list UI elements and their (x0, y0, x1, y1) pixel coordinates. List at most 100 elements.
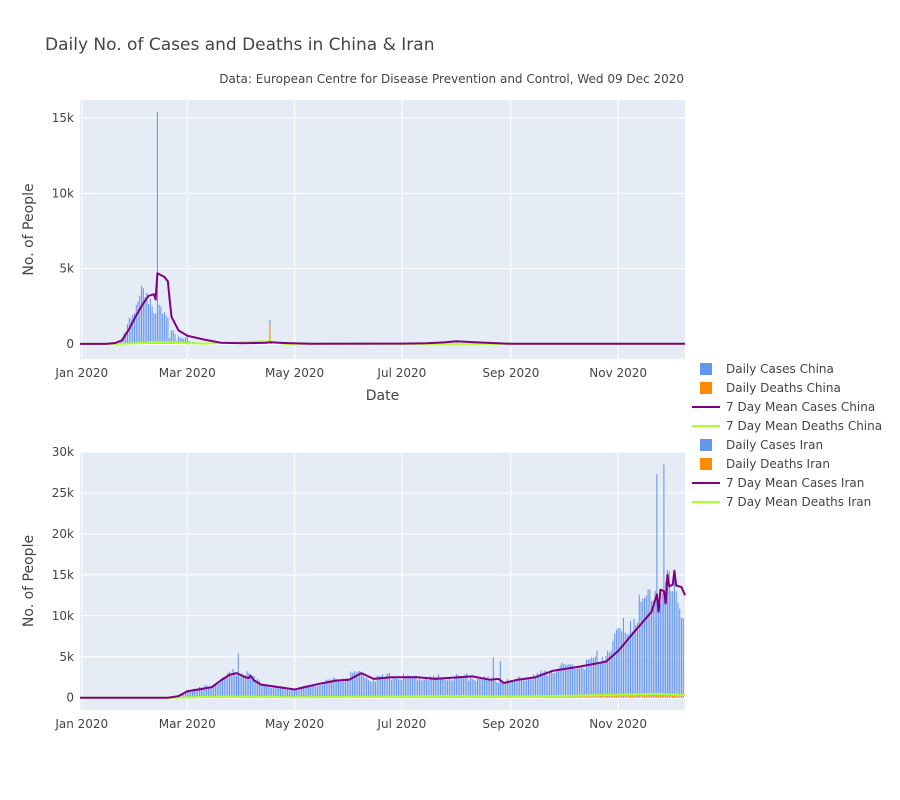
x-tick-label: Mar 2020 (159, 366, 216, 380)
daily-cases-bar (600, 662, 602, 698)
daily-cases-bar (636, 622, 639, 698)
daily-cases-bar (149, 298, 151, 344)
legend-item[interactable]: 7 Day Mean Deaths Iran (692, 495, 871, 509)
daily-cases-bar (396, 676, 398, 698)
daily-deaths-bar (600, 695, 602, 698)
daily-cases-bar (272, 685, 274, 698)
legend-item[interactable]: Daily Cases Iran (700, 438, 823, 452)
daily-cases-bar (403, 673, 405, 698)
daily-deaths-bar (668, 694, 670, 698)
daily-cases-bar (607, 650, 609, 698)
daily-deaths-bar (584, 695, 586, 698)
daily-cases-bar (647, 589, 649, 698)
daily-cases-bar (343, 678, 345, 698)
daily-deaths-bar (601, 695, 603, 698)
china-subplot: 0 5k 10k 15k Jan 2020 Mar 2020 May 2020 Jul 202… (21, 100, 685, 404)
daily-cases-bar (237, 653, 239, 698)
x-tick-label: Sep 2020 (482, 366, 539, 380)
daily-cases-bar (543, 670, 545, 698)
daily-cases-bar (267, 685, 269, 698)
daily-cases-bar (339, 681, 341, 698)
legend-item[interactable]: 7 Day Mean Deaths China (692, 419, 882, 433)
daily-cases-bar (633, 618, 635, 698)
daily-cases-bar (183, 338, 185, 344)
daily-cases-bar (680, 617, 683, 698)
x-tick-label: Sep 2020 (482, 717, 539, 731)
x-tick-label: May 2020 (265, 717, 324, 731)
daily-deaths-bar (682, 695, 684, 698)
daily-cases-bar (619, 628, 621, 698)
daily-cases-bar (585, 659, 588, 698)
daily-deaths-bar (647, 693, 649, 698)
daily-cases-bar (418, 678, 420, 698)
daily-cases-bar (239, 677, 241, 698)
daily-cases-bar (417, 680, 419, 698)
daily-cases-bar (200, 687, 202, 698)
daily-cases-bar (638, 594, 640, 698)
daily-cases-bar (448, 677, 450, 698)
daily-cases-bar (320, 684, 322, 698)
daily-deaths-bar (679, 695, 681, 698)
daily-cases-bar (371, 681, 373, 698)
chart-title: Daily No. of Cases and Deaths in China &… (45, 35, 434, 55)
daily-cases-bar (172, 330, 174, 344)
daily-cases-bar (183, 692, 185, 698)
daily-cases-bar (295, 690, 297, 698)
daily-cases-bar (450, 680, 452, 698)
legend[interactable]: Daily Cases China Daily Deaths China 7 Day… (692, 362, 882, 509)
legend-item[interactable]: 7 Day Mean Cases Iran (692, 476, 864, 490)
daily-cases-bar (445, 680, 447, 698)
daily-cases-bar (338, 680, 340, 698)
daily-cases-bar (624, 632, 626, 698)
daily-cases-bar (294, 690, 296, 698)
daily-deaths-bar (654, 693, 656, 698)
daily-cases-bar (179, 337, 181, 344)
legend-item[interactable]: 7 Day Mean Cases China (692, 400, 875, 414)
legend-item[interactable]: Daily Deaths China (700, 381, 841, 395)
daily-cases-bar (540, 670, 542, 698)
daily-cases-bar (158, 304, 160, 344)
daily-cases-bar (672, 591, 674, 698)
daily-deaths-bar (573, 695, 575, 698)
daily-deaths-bar (626, 694, 628, 698)
y-tick-label: 20k (52, 527, 74, 541)
daily-deaths-bar (665, 693, 667, 698)
legend-swatch-bar (700, 439, 712, 451)
daily-cases-bar (260, 684, 262, 698)
daily-deaths-bar (580, 695, 582, 698)
daily-deaths-bar (605, 695, 607, 698)
daily-cases-bar (170, 330, 172, 344)
daily-cases-bar (612, 641, 614, 698)
daily-cases-bar (329, 679, 331, 698)
daily-cases-bar (167, 317, 169, 344)
daily-cases-bar (244, 675, 246, 698)
daily-cases-bar (665, 581, 667, 698)
daily-cases-bar (441, 679, 443, 698)
daily-cases-bar (387, 673, 389, 698)
legend-item[interactable]: Daily Deaths Iran (700, 457, 830, 471)
chart-subtitle: Data: European Centre for Disease Preven… (219, 72, 684, 86)
daily-cases-bar (186, 335, 188, 344)
daily-cases-bar (564, 664, 566, 698)
daily-cases-bar (193, 688, 195, 698)
daily-cases-bar (346, 677, 348, 698)
daily-deaths-bar (621, 694, 623, 698)
daily-cases-bar (550, 670, 552, 698)
legend-item[interactable]: Daily Cases China (700, 362, 834, 376)
daily-cases-bar (462, 675, 464, 698)
daily-cases-bar (506, 678, 508, 698)
daily-deaths-bar (615, 694, 617, 698)
plot-area (80, 100, 685, 359)
daily-cases-bar (666, 570, 668, 698)
daily-cases-bar (290, 690, 292, 698)
daily-cases-bar (213, 685, 215, 698)
daily-deaths-bar (663, 694, 665, 698)
daily-cases-bar (255, 679, 257, 698)
daily-deaths-bar (645, 693, 647, 698)
daily-cases-bar (659, 603, 661, 698)
daily-cases-bar (615, 629, 617, 698)
daily-cases-bar (128, 317, 130, 344)
daily-cases-bar (596, 650, 598, 698)
daily-cases-bar (642, 598, 644, 698)
daily-cases-bar (668, 570, 670, 698)
